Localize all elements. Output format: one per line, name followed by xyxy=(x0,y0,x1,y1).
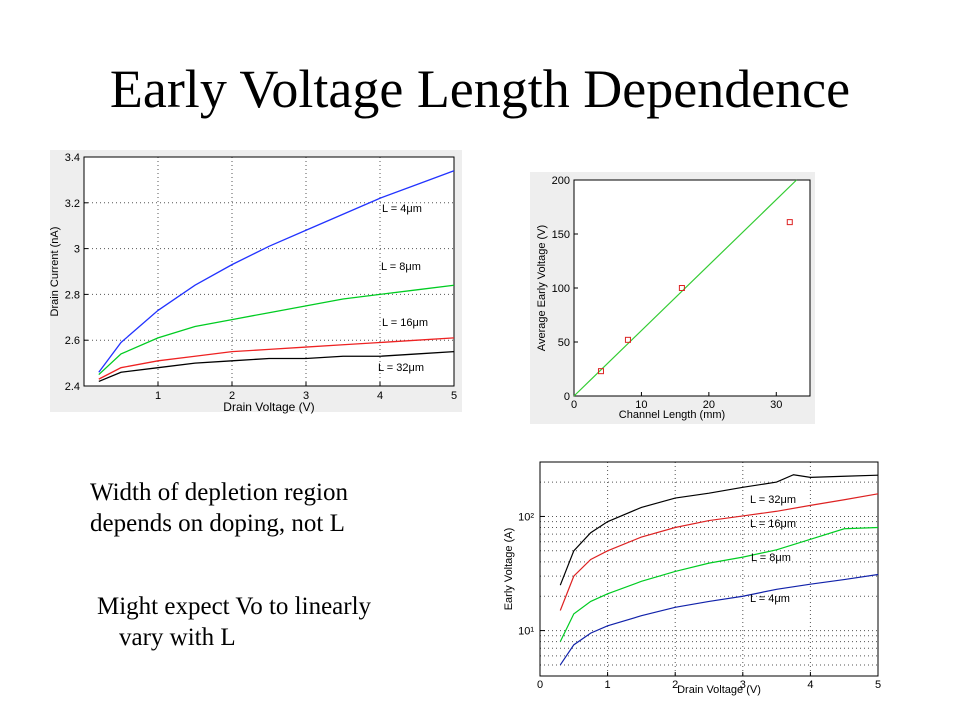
chart3-series-line xyxy=(559,573,879,666)
note-depletion-line2: depends on doping, not L xyxy=(90,510,345,537)
chart1-series-line xyxy=(98,337,455,380)
chart3-series-line xyxy=(559,493,879,611)
chart2-y-tick-label: 200 xyxy=(552,175,570,187)
chart2-data-point xyxy=(597,368,604,375)
note-linear-line2: vary with L xyxy=(119,624,236,651)
chart1-y-tick-label: 2.4 xyxy=(65,381,80,393)
chart3-series-label: L = 8μm xyxy=(751,552,791,564)
note-depletion: Width of depletion region depends on dop… xyxy=(90,477,348,539)
chart1-series-label: L = 32μm xyxy=(378,362,424,374)
chart1-series-line xyxy=(98,351,455,383)
note-linear-expectation: Might expect Vo to linearly vary with L xyxy=(97,591,371,653)
chart3-axes-box xyxy=(539,461,879,677)
chart1-axes-box xyxy=(83,156,455,387)
slide-title: Early Voltage Length Dependence xyxy=(109,59,851,119)
chart3-series-line xyxy=(559,526,879,642)
chart1-series-line xyxy=(98,170,455,373)
chart1-y-tick-label: 3.2 xyxy=(65,198,80,210)
chart1-series-line xyxy=(98,284,455,376)
chart2-data-point xyxy=(678,285,685,291)
chart1-series-label: L = 4μm xyxy=(382,203,422,215)
chart2-x-tick-label: 20 xyxy=(703,399,715,411)
chart3-x-tick-label: 3 xyxy=(740,679,746,691)
chart2-y-tick-label: 50 xyxy=(558,337,570,349)
chart1-x-tick-label: 1 xyxy=(155,390,161,402)
chart1-y-tick-label: 3 xyxy=(74,244,80,256)
chart3-x-tick-label: 4 xyxy=(807,679,813,691)
chart1-y-tick-label: 2.6 xyxy=(65,335,80,347)
chart2-y-tick-label: 0 xyxy=(564,391,570,403)
chart2-y-tick-label: 100 xyxy=(552,283,570,295)
chart2-data-point xyxy=(624,336,631,343)
chart3-x-tick-label: 5 xyxy=(875,679,881,691)
note-linear-line1: Might expect Vo to linearly xyxy=(97,593,372,620)
chart2-y-tick-label: 150 xyxy=(552,229,570,241)
chart2-fit-line xyxy=(573,179,797,397)
chart3-series-label: L = 16μm xyxy=(750,518,796,530)
chart1-x-axis-label: Drain Voltage (V) xyxy=(223,400,314,414)
chart3-plot-area xyxy=(540,462,878,676)
chart2-x-tick-label: 30 xyxy=(770,399,782,411)
chart1-series-label: L = 16μm xyxy=(382,317,428,329)
chart3-y-axis-label: Early Voltage (A) xyxy=(503,528,515,611)
chart3-series-label: L = 4μm xyxy=(750,593,790,605)
chart1-x-tick-label: 4 xyxy=(377,390,383,402)
chart1-plot-area xyxy=(84,157,454,386)
chart2-x-axis-label: Channel Length (mm) xyxy=(619,409,725,421)
chart3-series-label: L = 32μm xyxy=(750,494,796,506)
chart1-x-tick-label: 5 xyxy=(451,390,457,402)
chart3-x-tick-label: 1 xyxy=(605,679,611,691)
chart3-series-line xyxy=(559,474,879,586)
chart1-x-tick-label: 2 xyxy=(229,390,235,402)
chart3-x-axis-label: Drain Voltage (V) xyxy=(677,684,761,696)
chart3-x-tick-label: 0 xyxy=(537,679,543,691)
chart3-y-tick-label: 10¹ xyxy=(518,626,534,638)
chart1-x-tick-label: 3 xyxy=(303,390,309,402)
chart2-y-axis-label: Average Early Voltage (V) xyxy=(536,225,548,351)
chart2-data-point xyxy=(786,219,793,226)
chart1-series-label: L = 8μm xyxy=(381,261,421,273)
chart3-y-tick-label: 10² xyxy=(518,511,534,523)
chart2-x-tick-label: 0 xyxy=(571,399,577,411)
chart2-plot-area xyxy=(574,180,810,396)
note-depletion-line1: Width of depletion region xyxy=(90,479,348,506)
chart2-x-tick-label: 10 xyxy=(635,399,647,411)
chart1-y-axis-label: Drain Current (nA) xyxy=(49,227,61,317)
chart2-axes-box xyxy=(573,179,811,397)
chart1-y-tick-label: 3.4 xyxy=(65,152,80,164)
chart3-x-tick-label: 2 xyxy=(672,679,678,691)
chart1-y-tick-label: 2.8 xyxy=(65,289,80,301)
